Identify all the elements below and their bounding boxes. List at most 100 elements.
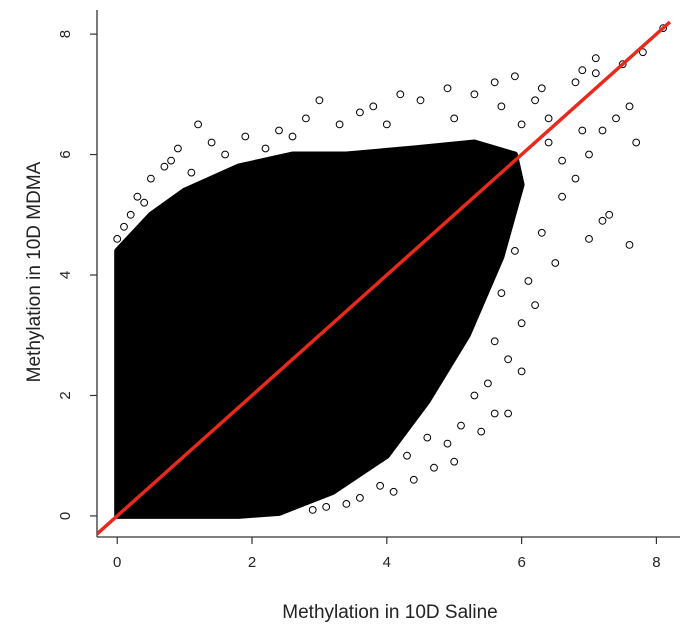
scatter-point <box>537 84 546 93</box>
y-tick-label: 6 <box>57 150 74 158</box>
scatter-point <box>423 433 432 442</box>
x-tick-label: 0 <box>113 554 121 571</box>
scatter-point <box>288 132 297 141</box>
scatter-point <box>544 114 553 123</box>
scatter-point <box>605 210 614 219</box>
scatter-point <box>443 84 452 93</box>
dense-point-cloud <box>114 139 525 519</box>
scatter-point <box>585 235 593 243</box>
scatter-point <box>537 228 546 237</box>
y-axis-title: Methylation in 10D MDMA <box>24 161 45 382</box>
scatter-point <box>517 367 526 376</box>
y-tick-label: 8 <box>57 30 74 38</box>
y-tick-label: 2 <box>57 391 74 399</box>
y-axis-ticks: 0 2 4 6 8 <box>57 30 97 520</box>
scatter-point <box>639 48 647 57</box>
x-axis-title: Methylation in 10D Saline <box>282 602 497 623</box>
scatter-point <box>356 108 364 117</box>
scatter-point <box>221 150 230 159</box>
scatter-point <box>174 144 182 153</box>
scatter-point <box>598 126 607 135</box>
x-tick-label: 4 <box>383 554 391 571</box>
scatter-point <box>544 138 553 147</box>
scatter-point <box>403 451 411 460</box>
scatter-point <box>517 319 526 328</box>
scatter-point <box>207 138 216 147</box>
scatter-point <box>416 96 425 105</box>
scatter-point <box>302 114 310 123</box>
scatter-point <box>457 421 465 430</box>
scatter-point <box>558 192 566 201</box>
scatter-point <box>484 379 492 388</box>
scatter-points <box>113 24 668 514</box>
scatter-point <box>241 132 250 141</box>
scatter-point <box>126 210 135 219</box>
scatter-point <box>497 289 506 298</box>
scatter-point <box>450 114 459 123</box>
scatter-point <box>133 192 142 201</box>
scatter-point <box>335 120 344 129</box>
scatter-point <box>342 500 351 508</box>
scatter-point <box>558 156 566 165</box>
scatter-point <box>578 66 587 75</box>
scatter-point <box>430 463 438 472</box>
scatter-point <box>612 114 620 123</box>
x-tick-label: 8 <box>652 554 660 571</box>
scatter-point <box>470 391 479 400</box>
scatter-point <box>356 494 364 502</box>
scatter-point <box>625 241 634 249</box>
scatter-point <box>618 60 627 69</box>
scatter-point <box>322 503 331 511</box>
scatter-point <box>120 222 128 231</box>
scatter-point <box>113 235 122 243</box>
dense-region <box>114 139 525 519</box>
scatter-point <box>504 355 513 364</box>
scatter-point <box>625 102 634 111</box>
scatter-point <box>147 174 155 183</box>
scatter-point <box>315 96 324 105</box>
scatter-point <box>450 457 459 466</box>
scatter-point <box>443 439 452 448</box>
x-tick-label: 2 <box>248 554 256 571</box>
scatter-point <box>571 78 580 87</box>
scatter-point <box>308 506 317 514</box>
scatter-point <box>194 120 203 129</box>
scatter-point <box>382 120 391 129</box>
identity-line-layer <box>97 20 672 536</box>
scatter-point <box>187 168 196 177</box>
identity-line <box>97 20 672 536</box>
scatter-point <box>591 54 600 63</box>
scatter-point <box>160 162 169 171</box>
scatter-point <box>376 481 385 490</box>
scatter-point <box>140 198 149 207</box>
scatter-point <box>389 487 398 496</box>
scatter-point <box>167 156 176 165</box>
scatter-point <box>551 259 560 267</box>
scatter-point <box>524 277 533 285</box>
scatter-point <box>490 78 499 87</box>
scatter-point <box>659 24 668 33</box>
x-tick-label: 6 <box>517 554 525 571</box>
scatter-point <box>578 126 587 135</box>
scatter-point <box>409 475 418 484</box>
scatter-point <box>396 90 405 99</box>
scatter-point <box>517 120 526 129</box>
scatter-point <box>261 144 270 153</box>
scatter-point <box>511 247 519 255</box>
y-tick-label: 4 <box>57 271 74 279</box>
scatter-point <box>490 409 499 418</box>
scatter-point <box>504 409 513 418</box>
scatter-point <box>598 216 607 225</box>
x-axis-ticks: 0 2 4 6 8 <box>113 537 661 571</box>
scatter-point <box>585 150 593 159</box>
scatter-point <box>511 72 519 81</box>
scatter-point <box>470 90 479 99</box>
scatter-point <box>275 126 283 135</box>
scatter-point <box>477 427 486 436</box>
scatter-point <box>591 69 600 78</box>
scatter-point <box>571 174 580 183</box>
scatter-point <box>531 301 539 310</box>
scatter-point <box>531 96 539 105</box>
